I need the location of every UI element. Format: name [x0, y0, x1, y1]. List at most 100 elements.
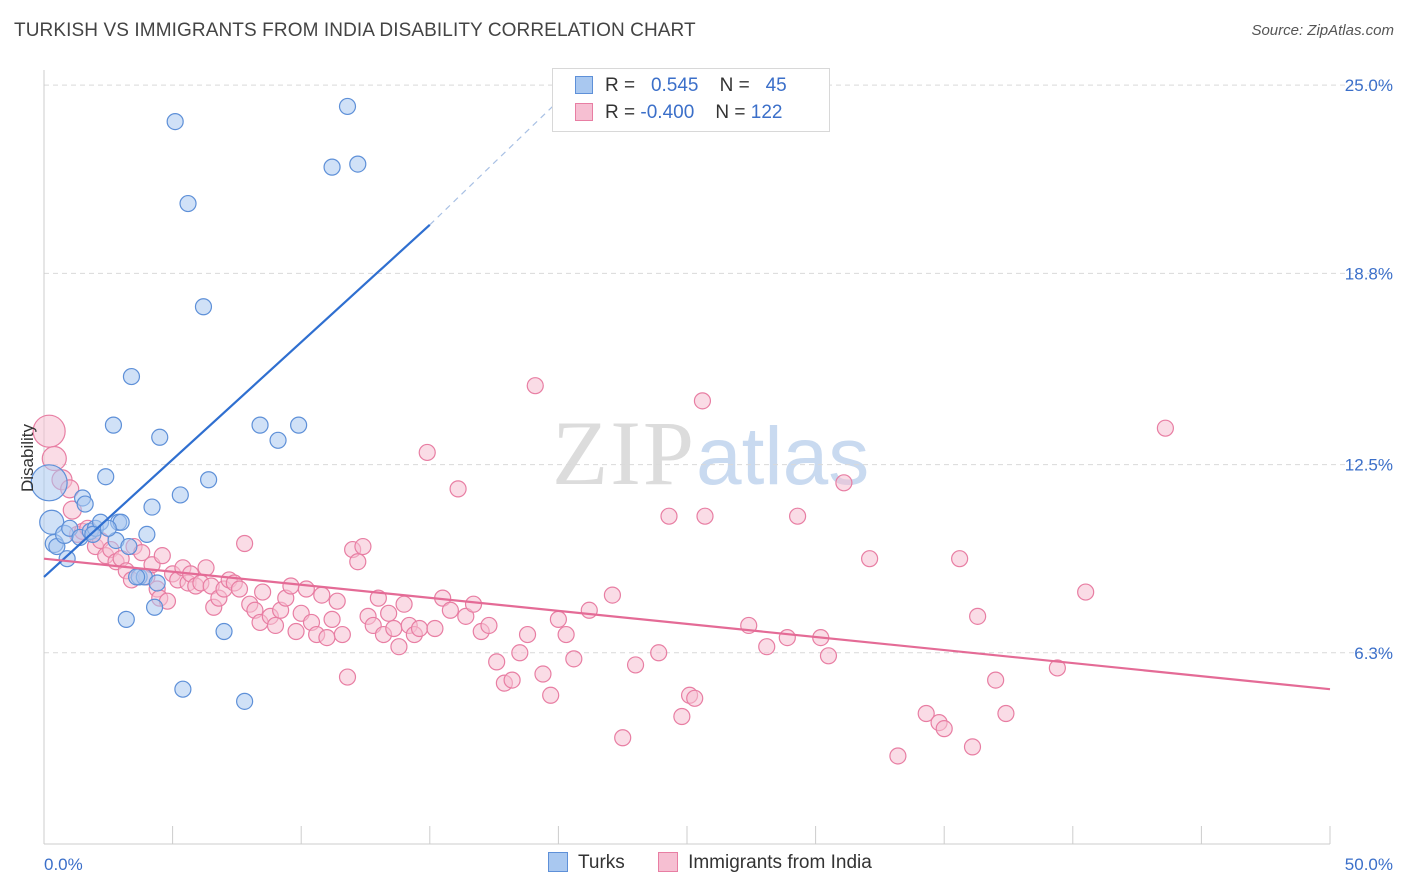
turks-point — [138, 525, 156, 544]
india-point — [788, 507, 807, 525]
india-point — [380, 604, 398, 622]
india-point — [660, 507, 678, 525]
india-point — [333, 625, 351, 644]
turks-point — [143, 498, 161, 516]
india-point — [935, 720, 953, 738]
india-point — [673, 707, 691, 726]
legend-item-turks[interactable]: Turks — [548, 852, 625, 874]
india-point — [557, 625, 575, 644]
turks-point — [104, 416, 123, 434]
legend-swatch-turks — [575, 76, 593, 94]
india-point — [542, 686, 560, 704]
india-point — [385, 619, 403, 638]
india-point — [1048, 659, 1066, 677]
turks-point — [200, 471, 218, 489]
india-point — [549, 610, 568, 628]
turks-point — [179, 194, 197, 213]
turks-point — [122, 367, 141, 386]
india-point — [323, 610, 341, 628]
turks-point — [145, 598, 164, 616]
legend-n-label: N = — [719, 75, 750, 96]
india-point — [526, 377, 544, 395]
india-point — [197, 559, 215, 577]
india-point — [997, 704, 1015, 723]
legend-label-india: Immigrants from India — [688, 852, 872, 873]
india-point — [696, 507, 714, 525]
legend-n-label: N = — [715, 102, 746, 123]
turks-point — [127, 568, 146, 586]
turks-point — [58, 550, 76, 568]
x-tick-label-min: 0.0% — [44, 855, 83, 874]
legend-swatch-turks — [548, 852, 568, 872]
legend-n-value: 122 — [750, 102, 783, 123]
legend-swatch-india — [575, 103, 593, 121]
india-point — [503, 671, 521, 689]
india-point — [778, 628, 796, 647]
watermark: ZIPatlas — [552, 400, 869, 506]
legend-item-india[interactable]: Immigrants from India — [658, 852, 872, 874]
turks-point — [99, 519, 117, 537]
y-tick-label: 25.0% — [1345, 76, 1393, 95]
legend-row-turks: R = 0.545 N = 45 — [575, 75, 787, 99]
turks-point — [215, 622, 233, 641]
india-point — [441, 601, 459, 619]
india-point — [464, 595, 483, 613]
india-point — [969, 607, 987, 625]
india-point — [889, 747, 907, 765]
india-point — [297, 580, 315, 598]
india-point — [32, 414, 66, 448]
series-india-points — [32, 377, 1174, 765]
india-point — [626, 656, 645, 674]
india-point — [390, 638, 408, 656]
legend-r-label: R = — [605, 102, 636, 123]
india-point — [426, 619, 444, 638]
y-tick-labels: 6.3% 12.5% 18.8% 25.0% — [1345, 76, 1393, 663]
turks-point — [148, 574, 166, 592]
india-point — [266, 616, 285, 635]
turks-point — [174, 680, 192, 698]
india-point — [318, 628, 336, 647]
legend-row-india: R = -0.400 N = 122 — [575, 102, 782, 126]
legend-r-label: R = — [605, 75, 636, 96]
india-trend-line — [43, 557, 1331, 691]
turks-point — [171, 486, 189, 504]
turks-point — [269, 431, 287, 449]
india-point — [603, 586, 622, 604]
india-point — [987, 671, 1005, 689]
india-point — [511, 644, 529, 662]
turks-point — [323, 158, 341, 176]
india-point — [236, 534, 254, 553]
series-legend: Turks Immigrants from India — [548, 852, 900, 874]
india-point — [835, 474, 853, 492]
y-axis-title: Disability — [18, 423, 37, 492]
india-point — [254, 583, 272, 601]
turks-point — [117, 610, 135, 628]
india-point — [313, 586, 331, 604]
india-point — [480, 616, 498, 635]
india-point — [819, 647, 838, 665]
legend-r-value: -0.400 — [640, 102, 695, 123]
turks-point — [120, 537, 138, 556]
grid-lines — [44, 84, 1392, 654]
india-point — [338, 668, 357, 686]
india-point — [354, 537, 372, 556]
x-tick-labels: 0.0% 50.0% — [44, 855, 1393, 874]
turks-point — [349, 155, 367, 173]
india-point — [758, 638, 776, 656]
india-point — [418, 443, 436, 462]
india-point — [1077, 583, 1095, 601]
india-point — [614, 729, 632, 747]
india-point — [580, 601, 598, 619]
y-tick-label: 6.3% — [1354, 644, 1393, 663]
india-point — [518, 625, 537, 644]
india-point — [1156, 419, 1174, 437]
india-point — [328, 592, 346, 610]
turks-point — [97, 468, 115, 486]
turks-point — [84, 525, 102, 544]
correlation-legend: R = 0.545 N = 45 R = -0.400 N = 122 — [552, 68, 830, 132]
india-point — [230, 580, 249, 598]
turks-point — [338, 97, 357, 116]
india-point — [282, 577, 300, 595]
chart-title: TURKISH VS IMMIGRANTS FROM INDIA DISABIL… — [14, 20, 696, 41]
